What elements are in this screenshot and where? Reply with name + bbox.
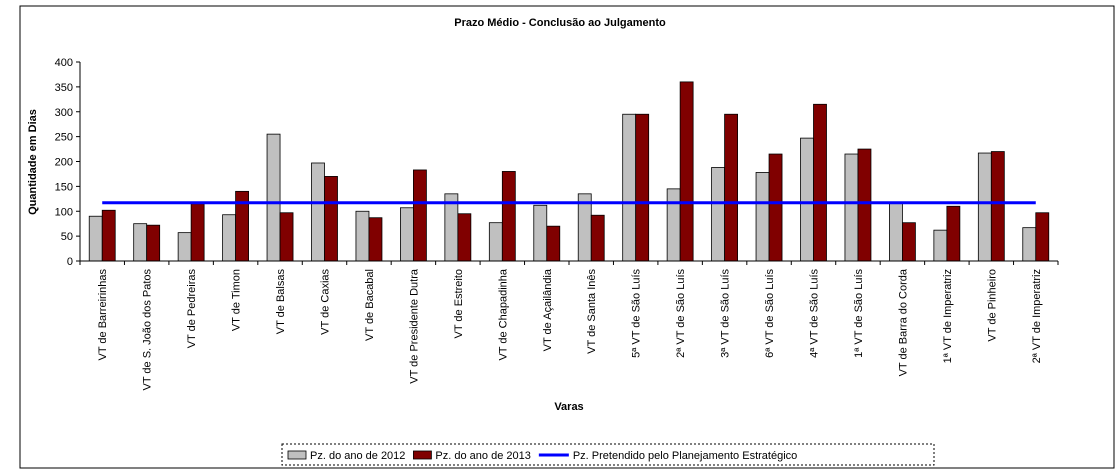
y-tick-label: 250 [55, 132, 73, 144]
bar [857, 148, 872, 262]
bar [546, 225, 561, 262]
bar [724, 113, 738, 262]
x-tick-label: VT de Santa Inês [586, 269, 598, 354]
x-tick-label: 6ª VT de São Luís [764, 269, 776, 358]
x-tick-label: VT de Timon [231, 269, 243, 331]
x-tick-label: VT de Pedreiras [186, 269, 198, 349]
y-tick-label: 150 [55, 181, 73, 193]
bar [190, 203, 205, 262]
x-tick-label: VT de Bacabal [364, 269, 376, 341]
bar [501, 171, 516, 262]
y-tick-label: 300 [55, 107, 73, 119]
bar [488, 222, 503, 262]
x-tick-label: 5ª VT de São Luís [631, 269, 643, 358]
legend-label: Pz. do ano de 2013 [435, 450, 530, 462]
bar [666, 188, 681, 262]
x-tick-label: 1ª VT de São Luís [853, 269, 865, 358]
y-tick-label: 100 [55, 206, 73, 218]
legend-label: Pz. do ano de 2012 [310, 450, 405, 462]
bar [1035, 212, 1050, 262]
bar [933, 229, 948, 262]
bar [324, 176, 338, 262]
chart-title: Prazo Médio - Conclusão ao Julgamento [454, 17, 666, 29]
bar [889, 201, 903, 262]
bar [413, 169, 427, 262]
bar [311, 162, 325, 262]
y-tick-label: 200 [55, 157, 73, 169]
bar [101, 209, 116, 262]
bar [902, 222, 916, 262]
legend-swatch [413, 450, 432, 460]
bar [946, 205, 961, 262]
x-tick-label: VT de Barreirinhas [97, 269, 109, 361]
bar [800, 137, 814, 262]
bar [1022, 227, 1037, 262]
bar [222, 214, 236, 262]
bar [146, 224, 161, 262]
x-tick-label: VT de S. João dos Patos [142, 269, 154, 391]
y-tick-label: 350 [55, 82, 73, 94]
x-tick-label: VT de Pinheiro [986, 269, 998, 342]
y-tick-label: 0 [67, 256, 73, 268]
x-tick-label: VT de Presidente Dutra [408, 268, 420, 384]
bar [457, 213, 472, 262]
bar [635, 113, 650, 262]
bar [177, 232, 192, 262]
x-tick-label: 2ª VT de São Luís [675, 269, 687, 358]
x-tick-label: 1ª VT de Imperatriz [942, 269, 954, 363]
x-tick-label: 4ª VT de São Luís [809, 269, 821, 358]
bar [977, 152, 992, 262]
legend-label: Pz. Pretendido pelo Planejamento Estraté… [573, 450, 797, 462]
x-tick-label: 3ª VT de São Luís [720, 269, 732, 358]
bar [990, 151, 1005, 262]
bar [355, 210, 370, 262]
legend-swatch [287, 450, 307, 460]
bar [279, 212, 294, 262]
bar [88, 215, 103, 262]
bar [813, 103, 827, 262]
bar [679, 81, 694, 262]
x-tick-label: VT de Balsas [275, 269, 287, 335]
bar [533, 204, 548, 262]
x-tick-label: 2ª VT de Imperatriz [1031, 269, 1043, 363]
y-axis-title: Quantidade em Dias [27, 109, 39, 215]
bar [133, 223, 148, 262]
bar [768, 153, 783, 262]
bar [755, 172, 770, 262]
bar [590, 214, 605, 262]
bar [844, 153, 859, 262]
bar [368, 217, 383, 262]
bar [622, 113, 637, 262]
x-tick-label: VT de Açailândia [542, 268, 554, 351]
bar [711, 167, 725, 262]
x-tick-label: VT de Barra do Corda [897, 268, 909, 376]
y-tick-label: 50 [61, 231, 73, 243]
bar [266, 133, 281, 262]
bar [400, 207, 414, 262]
x-tick-label: VT de Chapadinha [497, 268, 509, 360]
legend-box [281, 443, 935, 466]
x-axis-title: Varas [554, 401, 583, 413]
x-tick-label: VT de Estreito [453, 269, 465, 339]
y-tick-label: 400 [55, 57, 73, 69]
x-tick-label: VT de Caxias [320, 269, 332, 335]
